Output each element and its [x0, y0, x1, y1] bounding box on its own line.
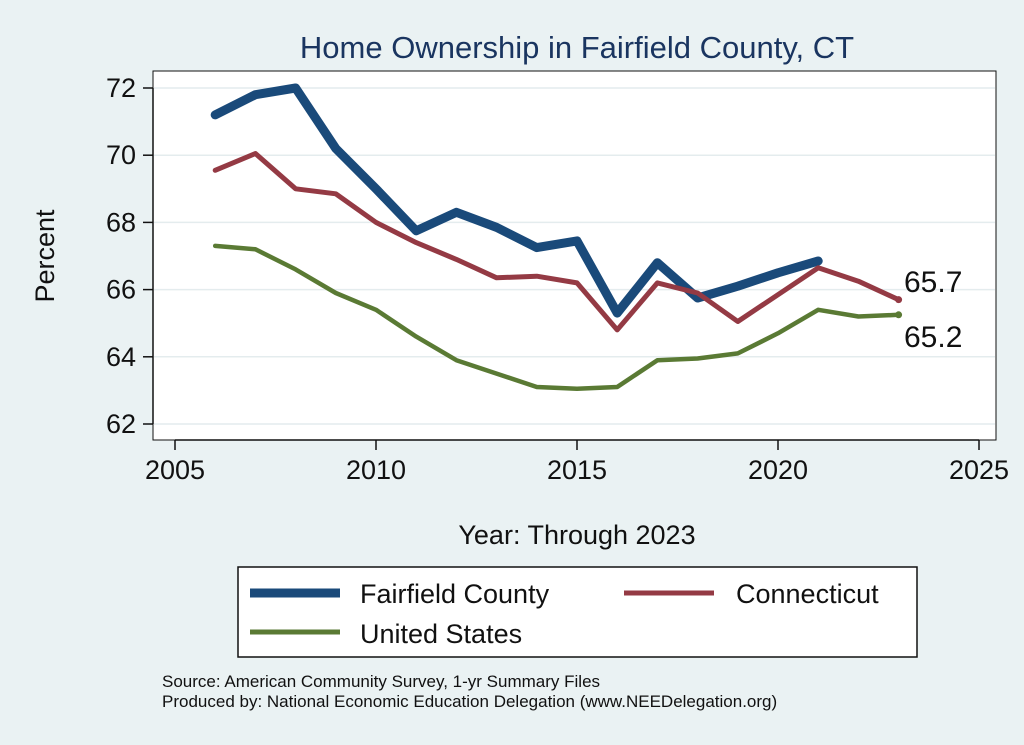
series-line-united-states — [212, 243, 901, 391]
x-axis-label: Year: Through 2023 — [458, 520, 695, 550]
legend-label-united-states: United States — [360, 619, 522, 649]
x-tick-label-2005: 2005 — [145, 455, 205, 485]
x-tick-label-2020: 2020 — [748, 455, 808, 485]
end-point-connecticut — [895, 296, 903, 304]
series-lines — [210, 83, 903, 391]
end-label-connecticut: 65.7 — [904, 266, 962, 299]
series-line-fairfield-county — [210, 83, 823, 318]
legend: Fairfield County Connecticut United Stat… — [237, 566, 918, 658]
y-tick-label-64: 64 — [106, 342, 136, 372]
source-line: Source: American Community Survey, 1-yr … — [162, 672, 600, 691]
legend-label-connecticut: Connecticut — [736, 579, 879, 609]
axes: 62 64 66 68 70 72 2005 2010 2015 2020 2025 — [106, 73, 1009, 485]
end-point-united-states — [895, 311, 903, 319]
series-line-connecticut — [212, 151, 902, 333]
y-tick-label-72: 72 — [106, 73, 136, 103]
y-tick-label-62: 62 — [106, 409, 136, 439]
legend-label-fairfield-county: Fairfield County — [360, 579, 550, 609]
y-axis-label: Percent — [30, 209, 60, 303]
legend-box — [237, 566, 918, 658]
end-label-united-states: 65.2 — [904, 321, 962, 354]
produced-by-line: Produced by: National Economic Education… — [162, 692, 777, 711]
y-tick-label-70: 70 — [106, 140, 136, 170]
y-tick-label-68: 68 — [106, 207, 136, 237]
x-tick-label-2015: 2015 — [547, 455, 607, 485]
x-tick-label-2025: 2025 — [949, 455, 1009, 485]
x-tick-label-2010: 2010 — [346, 455, 406, 485]
y-tick-label-66: 66 — [106, 275, 136, 305]
chart-title: Home Ownership in Fairfield County, CT — [300, 30, 854, 65]
plot-area — [152, 70, 997, 441]
